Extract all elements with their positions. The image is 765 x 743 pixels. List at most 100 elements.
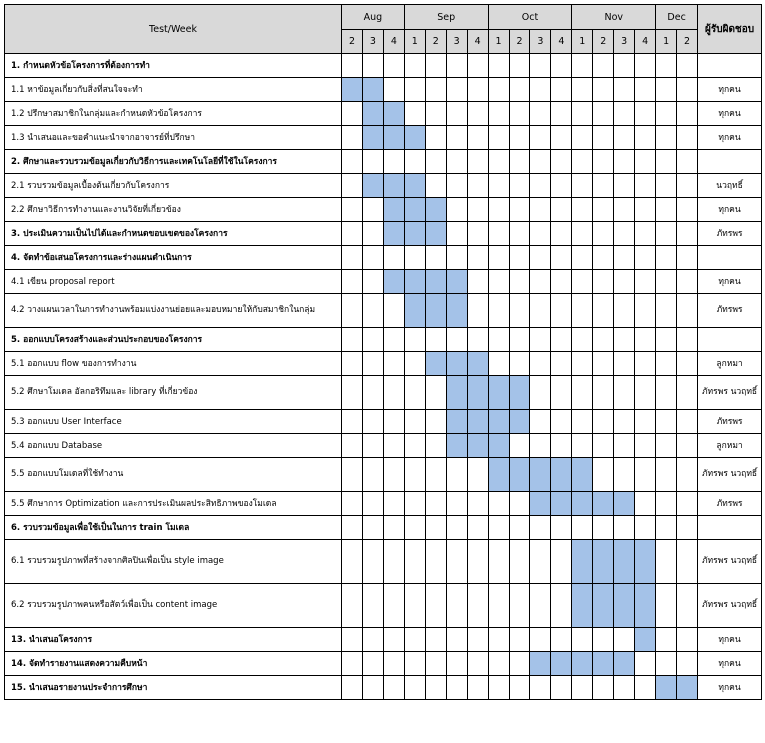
week-cell (445, 221, 468, 246)
responsible-cell: ภัทรพร (697, 409, 763, 434)
week-cell (445, 515, 468, 540)
week-cell (361, 53, 384, 78)
week-cell (571, 221, 594, 246)
scheduled-week-cell (424, 269, 447, 294)
week-cell (382, 149, 405, 174)
week-cell (550, 375, 573, 410)
week-cell (571, 351, 594, 376)
week-cell (550, 627, 573, 652)
scheduled-week-cell (361, 173, 384, 198)
week-cell (550, 245, 573, 270)
scheduled-week-cell (508, 409, 531, 434)
week-cell (571, 77, 594, 102)
week-cell (403, 375, 426, 410)
week-cell (550, 269, 573, 294)
table-row: 6.1 รวบรวมรูปภาพที่สร้างจากศิลปินเพื่อเป… (4, 539, 763, 584)
week-cell (529, 221, 552, 246)
week-cell (424, 539, 447, 584)
scheduled-week-cell (487, 457, 510, 492)
week-cell (634, 125, 657, 150)
week-cell (676, 173, 699, 198)
week-header: 1 (655, 29, 678, 54)
week-cell (361, 491, 384, 516)
week-cell (676, 77, 699, 102)
week-cell (613, 53, 636, 78)
table-row: 5.2 ศึกษาโมเดล อัลกอริทึมและ library ที่… (4, 375, 763, 410)
week-cell (634, 651, 657, 676)
week-cell (424, 515, 447, 540)
week-cell (361, 149, 384, 174)
week-cell (655, 375, 678, 410)
week-cell (508, 491, 531, 516)
scheduled-week-cell (382, 197, 405, 222)
week-cell (341, 53, 363, 78)
week-cell (487, 293, 510, 328)
week-cell (571, 53, 594, 78)
responsible-cell: ทุกคน (697, 197, 763, 222)
table-row: 4.1 เขียน proposal report ทุกคน (4, 269, 763, 294)
week-cell (529, 173, 552, 198)
week-cell (403, 149, 426, 174)
week-cell (550, 197, 573, 222)
table-row: 2.1 รวบรวมข้อมูลเบื้องต้นเกี่ยวกับโครงกา… (4, 173, 763, 198)
week-cell (403, 327, 426, 352)
task-label: 2. ศึกษาและรวบรวมข้อมูลเกี่ยวกับวิธีการแ… (4, 149, 342, 174)
week-cell (529, 539, 552, 584)
week-cell (592, 675, 615, 700)
week-cell (466, 269, 489, 294)
week-header: 2 (676, 29, 699, 54)
task-label: 3. ประเมินความเป็นไปได้และกำหนดขอบเขตของ… (4, 221, 342, 246)
week-cell (403, 539, 426, 584)
week-cell (341, 433, 363, 458)
week-cell (445, 627, 468, 652)
week-cell (508, 173, 531, 198)
week-cell (424, 125, 447, 150)
week-cell (529, 327, 552, 352)
week-cell (613, 173, 636, 198)
table-row: 6.2 รวบรวมรูปภาพคนหรือสัตว์เพื่อเป็น con… (4, 583, 763, 628)
week-cell (445, 491, 468, 516)
week-cell (424, 327, 447, 352)
week-cell (341, 173, 363, 198)
week-cell (634, 197, 657, 222)
task-label: 1.3 นำเสนอและขอคำแนะนำจากอาจารย์ที่ปรึกษ… (4, 125, 342, 150)
week-cell (466, 53, 489, 78)
week-cell (403, 457, 426, 492)
responsible-cell (697, 327, 763, 352)
week-cell (655, 125, 678, 150)
scheduled-week-cell (445, 293, 468, 328)
week-cell (676, 197, 699, 222)
week-cell (571, 375, 594, 410)
week-cell (445, 675, 468, 700)
week-cell (634, 491, 657, 516)
week-cell (529, 433, 552, 458)
week-cell (613, 327, 636, 352)
week-cell (550, 173, 573, 198)
week-cell (592, 197, 615, 222)
week-cell (592, 515, 615, 540)
week-cell (487, 77, 510, 102)
responsible-cell: ลูกหมา (697, 433, 763, 458)
week-cell (613, 269, 636, 294)
week-cell (466, 101, 489, 126)
week-cell (466, 173, 489, 198)
task-label: 1.1 หาข้อมูลเกี่ยวกับสิ่งที่สนใจจะทำ (4, 77, 342, 102)
week-cell (341, 149, 363, 174)
week-cell (655, 221, 678, 246)
week-cell (487, 651, 510, 676)
week-cell (361, 675, 384, 700)
week-cell (655, 583, 678, 628)
task-label: 6.2 รวบรวมรูปภาพคนหรือสัตว์เพื่อเป็น con… (4, 583, 342, 628)
week-cell (592, 221, 615, 246)
week-cell (466, 125, 489, 150)
week-cell (361, 409, 384, 434)
week-cell (361, 651, 384, 676)
week-cell (382, 327, 405, 352)
scheduled-week-cell (613, 651, 636, 676)
task-label: 5.4 ออกแบบ Database (4, 433, 342, 458)
task-label: 15. นำเสนอรายงานประจำการศึกษา (4, 675, 342, 700)
week-cell (361, 583, 384, 628)
week-header: 1 (403, 29, 426, 54)
week-cell (550, 101, 573, 126)
table-row: 13. นำเสนอโครงการ ทุกคน (4, 627, 763, 652)
